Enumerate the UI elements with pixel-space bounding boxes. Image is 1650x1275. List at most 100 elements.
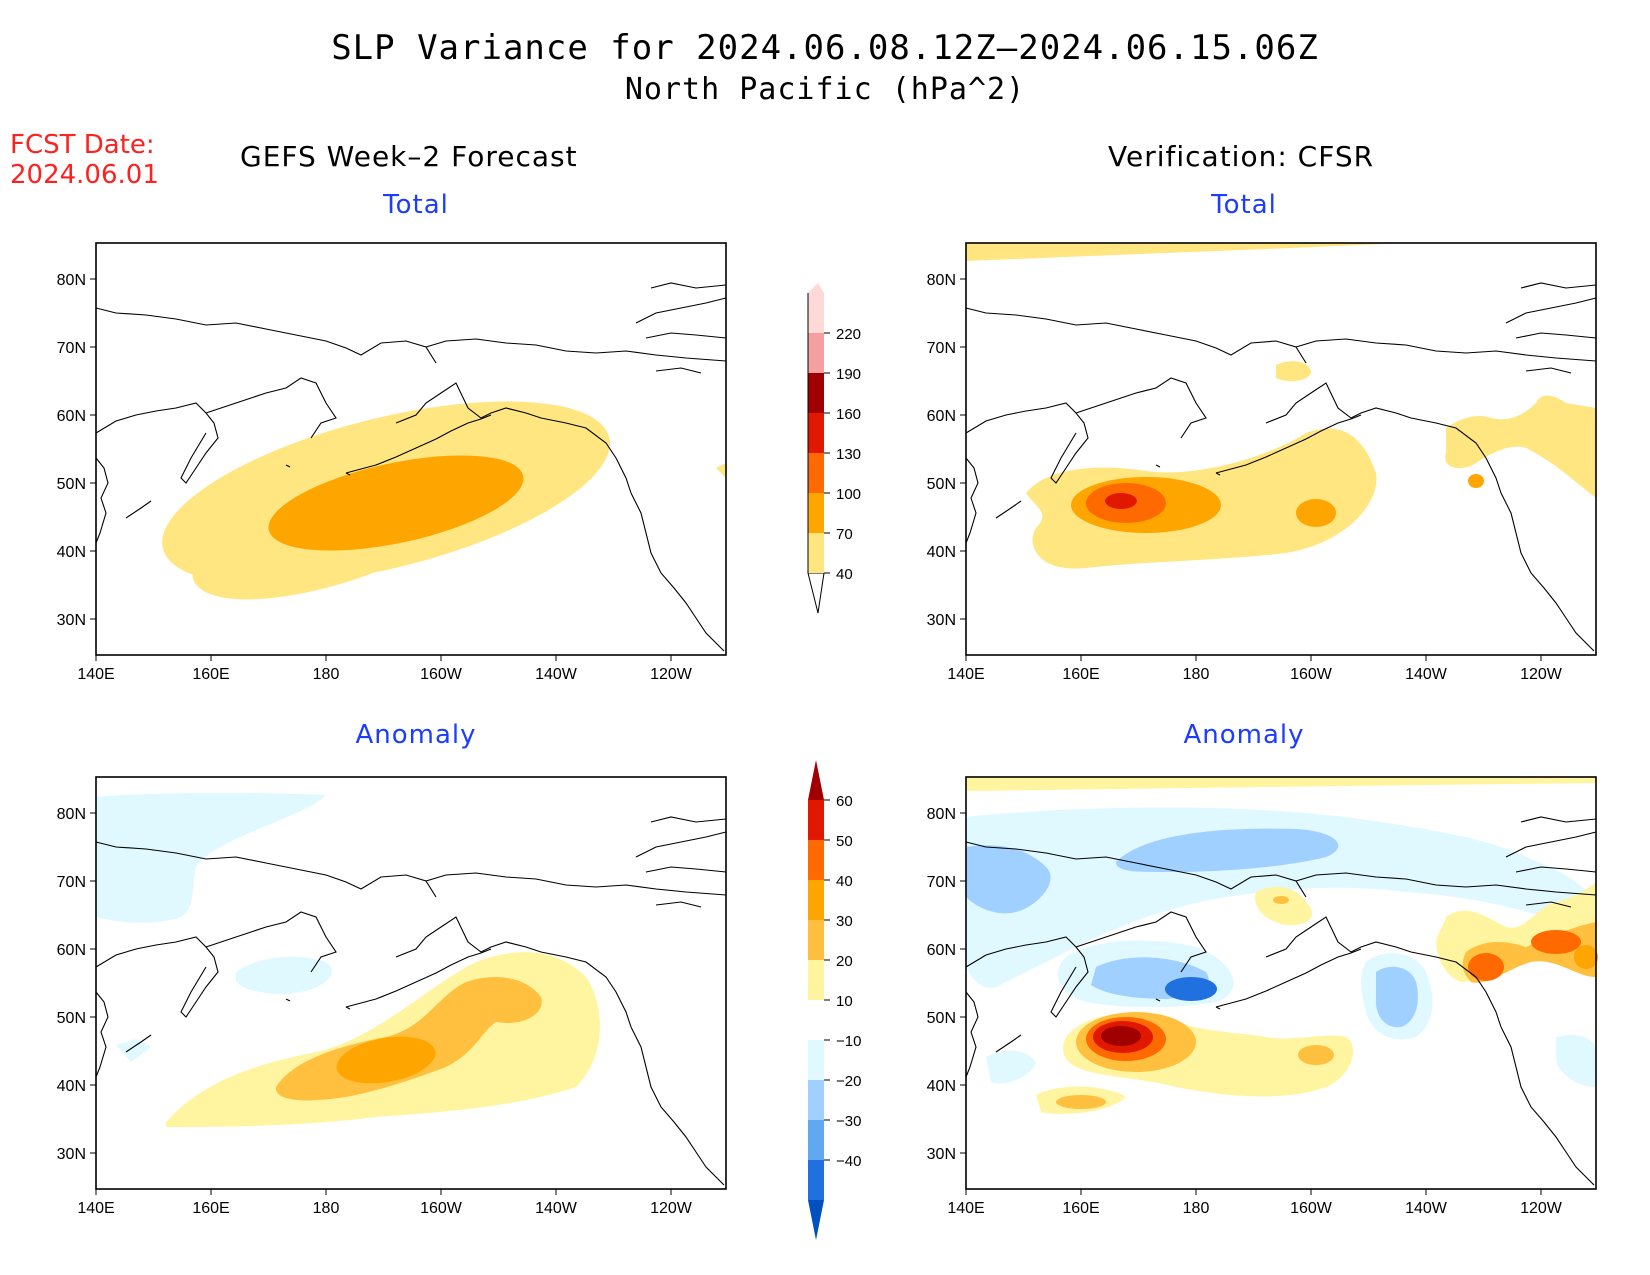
fcst-date-value: 2024.06.01	[10, 160, 159, 190]
colorbar-anomaly-segment	[808, 880, 824, 920]
lon-tick-label: 120W	[650, 666, 693, 683]
colorbar-anomaly-label: 40	[836, 873, 853, 890]
lon-tick-label: 160E	[1062, 666, 1099, 683]
map-forecast-anomaly	[95, 776, 727, 1190]
lon-tick-label: 160E	[192, 1200, 229, 1217]
lon-tick-label: 180	[313, 666, 340, 683]
colorbar-anomaly-label: 50	[836, 833, 853, 850]
colorbar-anomaly-label: 20	[836, 953, 853, 970]
lat-tick-label: 80N	[927, 806, 956, 823]
colorbar-anomaly-segment	[808, 1200, 824, 1240]
lat-tick-label: 50N	[57, 476, 86, 493]
main-title: SLP Variance for 2024.06.08.12Z–2024.06.…	[331, 28, 1319, 68]
lon-tick-label: 180	[313, 1200, 340, 1217]
lon-tick-label: 180	[1183, 1200, 1210, 1217]
lat-tick-label: 60N	[927, 408, 956, 425]
colorbar-anomaly-segment	[808, 760, 824, 800]
lon-tick-label: 120W	[650, 1200, 693, 1217]
lat-tick-label: 80N	[927, 272, 956, 289]
main-subtitle: North Pacific (hPa^2)	[624, 72, 1026, 107]
colorbar-anomaly: 60 50 40 30 20 10 −10 −20 −30 −40	[808, 760, 861, 1240]
colorbar-total-label: 220	[836, 326, 861, 343]
lat-tick-label: 30N	[927, 612, 956, 629]
panel-label-forecast-anomaly: Anomaly	[355, 720, 477, 750]
lon-tick-label: 160W	[420, 1200, 463, 1217]
lon-tick-label: 140E	[947, 666, 984, 683]
colorbar-total-label: 130	[836, 446, 861, 463]
lat-tick-label: 40N	[57, 544, 86, 561]
map-forecast-total	[95, 242, 727, 656]
colorbar-total-label: 190	[836, 366, 861, 383]
colorbar-anomaly-label: −30	[836, 1113, 861, 1130]
colorbar-anomaly-label: −10	[836, 1033, 861, 1050]
lat-tick-label: 70N	[927, 874, 956, 891]
lat-tick-label: 60N	[927, 942, 956, 959]
panel-label-forecast-total: Total	[383, 190, 449, 220]
colorbar-anomaly-label: −20	[836, 1073, 861, 1090]
colorbar-total-segment	[808, 533, 824, 573]
colorbar-anomaly-segment	[808, 840, 824, 880]
lat-tick-label: 50N	[927, 1010, 956, 1027]
lon-tick-label: 140E	[77, 1200, 114, 1217]
lat-tick-label: 80N	[57, 806, 86, 823]
map-verification-total	[965, 242, 1597, 656]
lon-tick-label: 140E	[77, 666, 114, 683]
left-column-title: GEFS Week–2 Forecast	[240, 140, 578, 173]
colorbar-total-segment	[808, 493, 824, 533]
colorbar-total-label: 160	[836, 406, 861, 423]
colorbar-anomaly-label: −40	[836, 1153, 861, 1170]
colorbar-total-segment	[808, 453, 824, 493]
lon-tick-label: 160W	[1290, 666, 1333, 683]
lon-tick-label: 140W	[535, 1200, 578, 1217]
colorbar-anomaly-segment	[808, 1040, 824, 1080]
lat-tick-label: 70N	[57, 340, 86, 357]
lat-tick-label: 40N	[927, 544, 956, 561]
lon-tick-label: 180	[1183, 666, 1210, 683]
lon-tick-label: 140W	[535, 666, 578, 683]
lat-tick-label: 50N	[57, 1010, 86, 1027]
lat-tick-label: 50N	[927, 476, 956, 493]
lon-tick-label: 140W	[1405, 1200, 1448, 1217]
lat-tick-label: 60N	[57, 408, 86, 425]
lat-tick-label: 70N	[57, 874, 86, 891]
lat-tick-label: 30N	[57, 612, 86, 629]
colorbar-total-label: 100	[836, 486, 861, 503]
lat-tick-label: 30N	[927, 1146, 956, 1163]
colorbar-anomaly-segment	[808, 1000, 824, 1040]
lon-tick-label: 120W	[1520, 1200, 1563, 1217]
panel-label-verification-total: Total	[1211, 190, 1277, 220]
colorbar-anomaly-label: 30	[836, 913, 853, 930]
panel-label-verification-anomaly: Anomaly	[1183, 720, 1305, 750]
colorbar-anomaly-label: 60	[836, 793, 853, 810]
lon-tick-label: 160E	[1062, 1200, 1099, 1217]
map-verification-anomaly	[965, 776, 1598, 1190]
colorbar-anomaly-segment	[808, 800, 824, 840]
colorbar-total-segment	[808, 413, 824, 453]
lon-tick-label: 160W	[420, 666, 463, 683]
lat-tick-label: 70N	[927, 340, 956, 357]
lat-tick-label: 40N	[57, 1078, 86, 1095]
lon-tick-label: 160E	[192, 666, 229, 683]
colorbar-anomaly-label: 10	[836, 993, 853, 1010]
colorbar-anomaly-segment	[808, 920, 824, 960]
lon-tick-label: 140E	[947, 1200, 984, 1217]
colorbar-total-label: 40	[836, 566, 853, 583]
right-column-title: Verification: CFSR	[1108, 140, 1375, 173]
lat-tick-label: 30N	[57, 1146, 86, 1163]
colorbar-anomaly-segment	[808, 1160, 824, 1200]
colorbar-total-segment	[808, 293, 824, 333]
colorbar-total-segment	[808, 373, 824, 413]
fcst-date-label: FCST Date:	[10, 130, 155, 160]
colorbar-anomaly-segment	[808, 1080, 824, 1120]
colorbar-total: 40 70 100 130 160 190 220	[807, 283, 861, 614]
lat-tick-label: 60N	[57, 942, 86, 959]
lon-tick-label: 120W	[1520, 666, 1563, 683]
colorbar-anomaly-segment	[808, 960, 824, 1000]
lat-tick-label: 40N	[927, 1078, 956, 1095]
colorbar-total-label: 70	[836, 526, 853, 543]
colorbar-total-segment	[808, 333, 824, 373]
colorbar-anomaly-segment	[808, 1120, 824, 1160]
lat-tick-label: 80N	[57, 272, 86, 289]
lon-tick-label: 140W	[1405, 666, 1448, 683]
